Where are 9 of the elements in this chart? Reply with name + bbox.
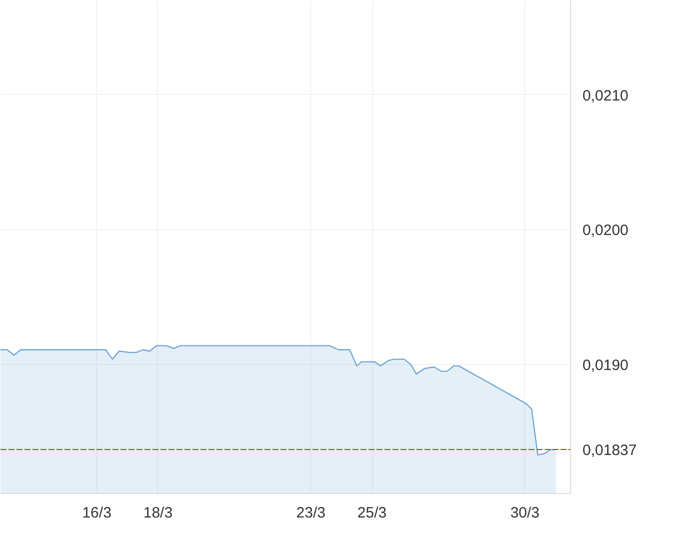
y-tick-label: 0,0200 [582,222,628,240]
x-tick-label: 25/3 [357,504,387,522]
y-tick-label: 0,0190 [582,357,628,374]
x-tick-label: 16/3 [82,504,112,522]
x-tick-label: 30/3 [510,504,540,522]
x-tick-label: 23/3 [296,504,326,522]
x-tick-label: 18/3 [143,504,173,522]
y-tick-label: 0,0210 [582,87,628,104]
ref-line-label: 0,01837 [582,442,637,460]
